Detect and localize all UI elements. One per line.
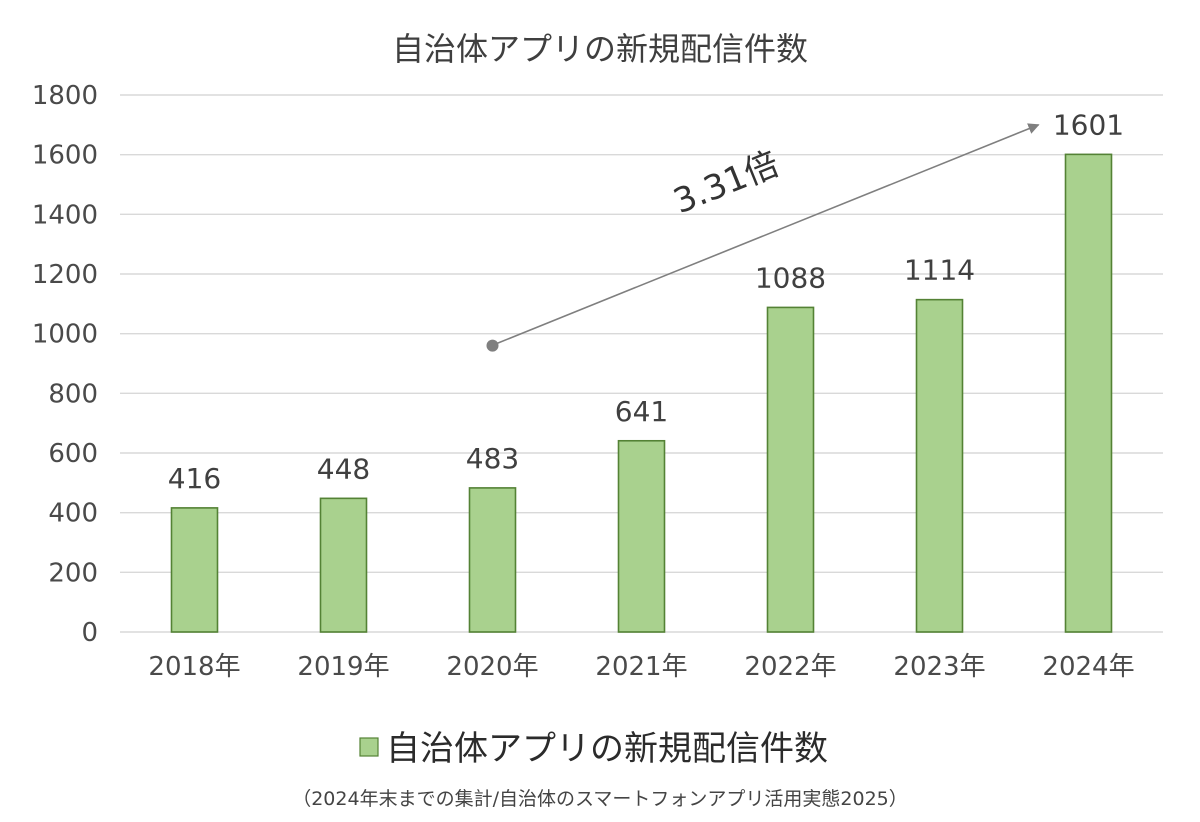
bar-2021年 [617,439,666,633]
data-label: 1114 [904,254,975,287]
bar-2020年 [468,487,517,633]
y-tick-label: 1800 [32,81,98,111]
x-tick-label: 2019年 [297,652,389,682]
bar-2019年 [319,497,368,633]
data-label: 416 [168,462,221,495]
bar-2024年 [1064,153,1113,633]
bar-2022年 [766,306,815,633]
chart-title: 自治体アプリの新規配信件数 [392,30,808,68]
y-tick-label: 1400 [32,200,98,230]
data-label: 1088 [755,261,826,294]
data-labels: 416 448 483 641 1088 1114 1601 [168,108,1124,495]
x-tick-label: 2021年 [595,652,687,682]
x-tick-label: 2024年 [1042,652,1134,682]
x-tick-label: 2022年 [744,652,836,682]
data-label: 641 [615,395,668,428]
y-tick-label: 0 [81,618,98,648]
data-label: 1601 [1053,108,1124,141]
legend-label: 自治体アプリの新規配信件数 [386,729,828,769]
growth-arrow [496,123,1040,345]
y-tick-label: 400 [48,499,98,529]
y-tick-label: 1200 [32,260,98,290]
x-axis-ticks: 2018年 2019年 2020年 2021年 2022年 2023年 2024年 [148,652,1134,682]
bar-2018年 [170,507,219,633]
y-tick-label: 1600 [32,141,98,171]
data-label: 483 [466,442,519,475]
y-tick-label: 200 [48,558,98,588]
growth-arrow-start-dot [486,339,499,352]
x-tick-label: 2018年 [148,652,240,682]
growth-label: 3.31倍 [668,144,785,222]
x-tick-label: 2020年 [446,652,538,682]
y-tick-label: 800 [48,379,98,409]
y-tick-label: 600 [48,439,98,469]
bars [170,153,1113,633]
bar-2023年 [915,298,964,633]
y-tick-label: 1000 [32,320,98,350]
x-tick-label: 2023年 [893,652,985,682]
legend-swatch [359,737,379,757]
grid-lines [120,94,1163,633]
y-axis-ticks: 0 200 400 600 800 1000 1200 1400 1600 1800 [32,81,98,648]
legend: 自治体アプリの新規配信件数 [359,729,828,769]
source-note: （2024年末までの集計/自治体のスマートフォンアプリ活用実態2025） [292,788,908,810]
data-label: 448 [317,452,370,485]
